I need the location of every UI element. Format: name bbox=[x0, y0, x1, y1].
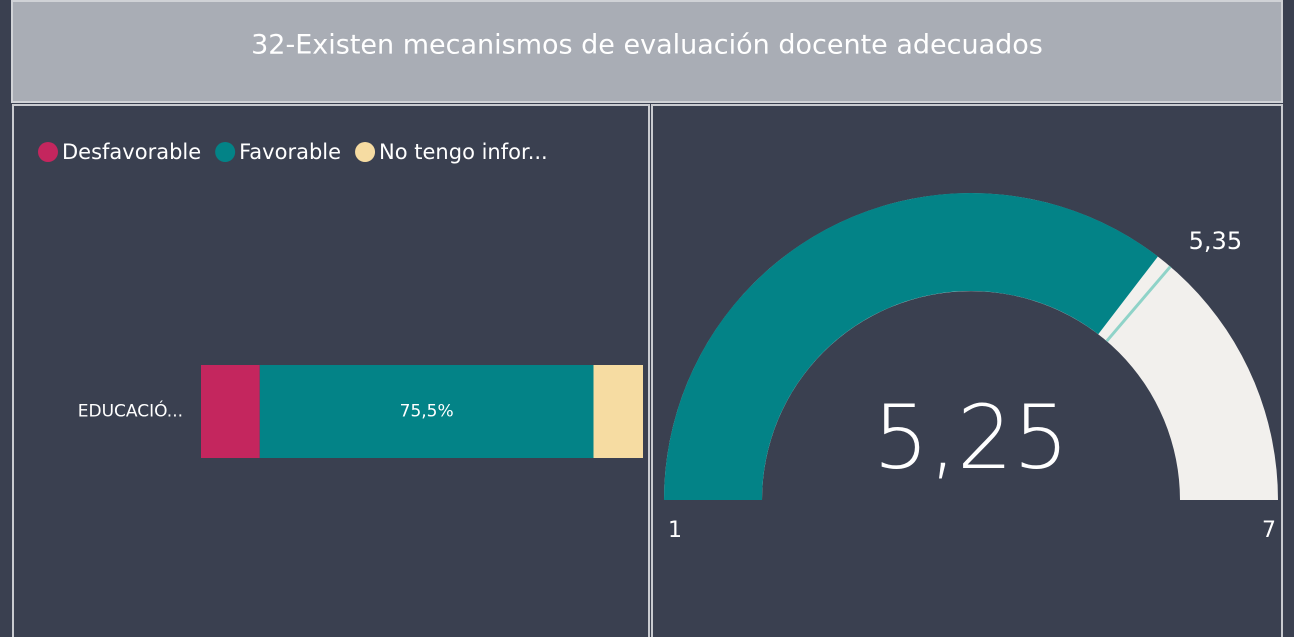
data-label: 75,5% bbox=[400, 402, 454, 422]
legend-marker bbox=[215, 142, 236, 162]
gauge-target bbox=[1105, 265, 1172, 343]
gauge-value-label: 5,25 bbox=[873, 386, 1069, 489]
page-title: 32-Existen mecanismos de evaluación doce… bbox=[251, 30, 1043, 61]
legend-marker bbox=[355, 142, 376, 162]
right-panel bbox=[651, 104, 1283, 637]
header bbox=[11, 0, 1283, 103]
bar-segment bbox=[593, 365, 643, 458]
left-panel bbox=[12, 104, 650, 637]
bar-segment bbox=[259, 365, 594, 458]
legend-label: Favorable bbox=[239, 140, 341, 164]
gauge-value bbox=[664, 192, 1158, 500]
bar-segment bbox=[201, 365, 260, 458]
target-label: 5,35 bbox=[1189, 227, 1242, 255]
legend-label: No tengo infor... bbox=[379, 140, 548, 164]
legend-marker bbox=[38, 142, 58, 162]
category-label: EDUCACIÓ... bbox=[78, 400, 183, 422]
legend-label: Desfavorable bbox=[62, 140, 201, 164]
gauge-max-label: 7 bbox=[1262, 518, 1276, 543]
gauge-min-label: 1 bbox=[668, 518, 682, 543]
